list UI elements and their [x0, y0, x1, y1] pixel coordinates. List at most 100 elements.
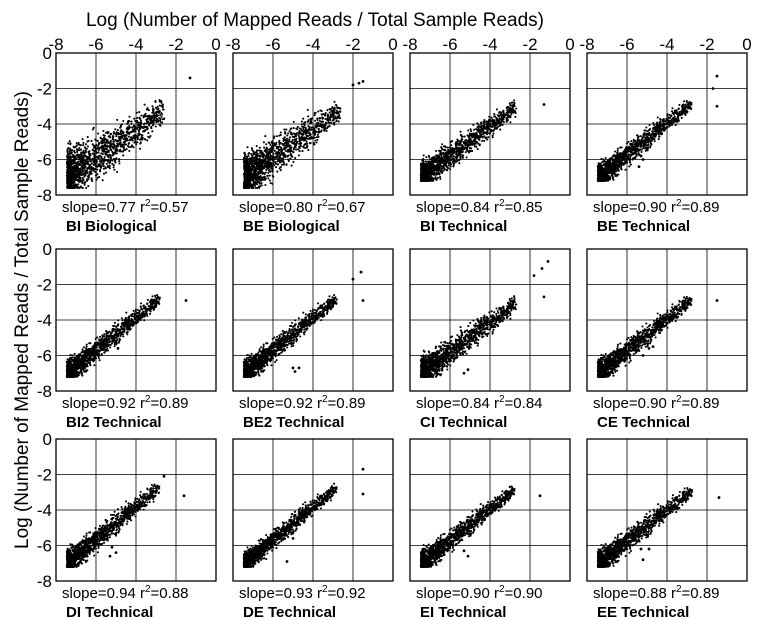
data-point [116, 129, 119, 132]
data-point [122, 131, 125, 134]
data-point [111, 138, 114, 141]
data-point [154, 99, 157, 103]
data-point [432, 177, 435, 180]
data-point [271, 182, 274, 185]
data-point [138, 125, 141, 128]
data-point [319, 109, 322, 112]
data-point [441, 143, 444, 146]
data-point [104, 150, 107, 153]
data-point [467, 144, 470, 147]
data-point [475, 133, 478, 136]
data-point [339, 110, 342, 113]
data-point [86, 167, 89, 170]
data-point [261, 153, 264, 156]
data-point [122, 134, 125, 137]
data-point [491, 136, 494, 139]
data-point [426, 174, 430, 177]
data-point [682, 100, 686, 103]
data-point [510, 113, 513, 116]
data-point [136, 141, 139, 144]
x-tick-label: 0 [565, 35, 574, 54]
data-point [512, 111, 515, 114]
data-point [246, 158, 249, 162]
data-point [130, 120, 133, 123]
data-point [496, 114, 499, 117]
data-point [335, 109, 338, 112]
data-point [314, 139, 317, 142]
data-point [107, 131, 110, 134]
data-point [255, 172, 258, 175]
data-point [428, 168, 431, 171]
data-point [332, 112, 335, 115]
data-point [112, 132, 115, 135]
data-point [439, 149, 442, 152]
data-point [329, 108, 332, 111]
data-point [112, 164, 115, 167]
data-point [147, 132, 150, 135]
data-point [80, 151, 83, 154]
data-point [145, 122, 148, 125]
data-point [261, 172, 264, 175]
data-point [86, 145, 89, 148]
data-point [109, 157, 112, 160]
data-point [86, 175, 89, 178]
data-point [309, 117, 312, 121]
data-point [119, 126, 122, 129]
data-point [80, 180, 83, 183]
data-point [97, 151, 100, 154]
data-point [100, 140, 103, 143]
data-point [93, 152, 96, 155]
data-point [158, 123, 161, 126]
data-point [485, 123, 488, 126]
data-point [161, 121, 164, 124]
data-point [446, 146, 449, 149]
data-point [437, 156, 441, 159]
data-point [132, 146, 135, 149]
data-point [289, 128, 292, 131]
data-point [110, 132, 113, 135]
data-point [136, 127, 139, 130]
data-point [81, 163, 84, 166]
data-point [259, 151, 262, 154]
data-point [68, 149, 71, 153]
data-point [247, 178, 250, 181]
data-point [265, 153, 269, 156]
data-point [320, 126, 324, 129]
x-tick-label: -4 [305, 35, 320, 54]
data-point [439, 158, 442, 161]
outlier-point [542, 103, 546, 106]
data-point [83, 175, 86, 178]
data-point [95, 158, 98, 161]
data-point [244, 181, 247, 184]
y-axis-title: Log (Number of Mapped Reads / Total Samp… [12, 91, 33, 549]
data-point [150, 119, 153, 122]
data-point [442, 158, 445, 161]
data-point [314, 111, 317, 114]
data-point [69, 142, 72, 145]
data-point [124, 149, 127, 152]
data-point [252, 164, 256, 167]
data-point [326, 113, 329, 116]
data-point [460, 151, 463, 154]
data-point [684, 103, 687, 106]
data-point [316, 138, 319, 141]
data-point [252, 186, 255, 189]
data-point [487, 120, 490, 123]
data-point [282, 144, 285, 147]
data-point [431, 164, 434, 167]
data-point [260, 160, 263, 163]
data-point [291, 142, 294, 145]
data-point [486, 126, 489, 130]
data-point [285, 137, 289, 140]
outlier-point [361, 80, 365, 83]
data-point [143, 103, 146, 106]
data-point [303, 144, 306, 147]
y-tick-label: 0 [43, 430, 52, 449]
data-point [310, 128, 313, 131]
data-point [132, 125, 135, 128]
data-point [144, 138, 147, 141]
data-point [444, 161, 447, 164]
data-point [66, 176, 69, 180]
data-point [513, 99, 516, 102]
